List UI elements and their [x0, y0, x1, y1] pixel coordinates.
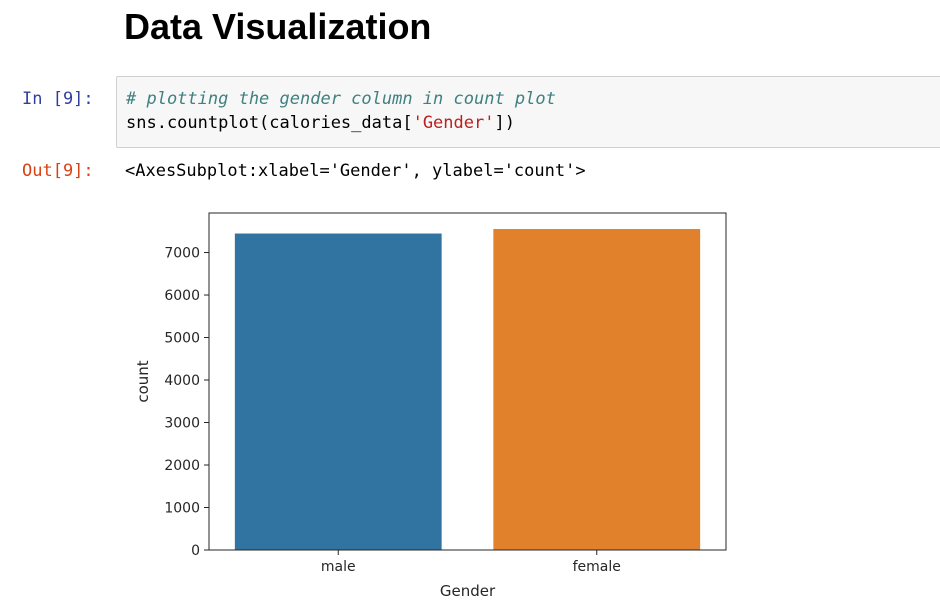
code-comment: # plotting the gender column in count pl…: [126, 89, 556, 109]
y-tick-label-1000: 1000: [164, 501, 200, 517]
output-prompt: Out[9]:: [22, 161, 94, 181]
x-axis-label: Gender: [440, 582, 496, 600]
y-tick-label-3000: 3000: [164, 416, 200, 432]
countplot-chart: male female 0 1000 2000 3000 4000 5000 6000 7000 G…: [134, 212, 727, 600]
y-tick-label-4000: 4000: [164, 373, 200, 389]
code-call-suffix: ]): [494, 113, 515, 133]
input-prompt: In [9]:: [22, 89, 94, 109]
code-cell-input[interactable]: # plotting the gender column in count pl…: [116, 76, 940, 148]
bar-male: [234, 233, 442, 550]
notebook-heading: Data Visualization: [124, 6, 432, 47]
y-tick-label-0: 0: [191, 543, 200, 559]
code-line-comment: # plotting the gender column in count pl…: [126, 87, 556, 111]
bar-female: [493, 229, 701, 551]
axes-frame: [208, 212, 727, 551]
y-tick-label-2000: 2000: [164, 458, 200, 474]
x-tick-label-male: male: [321, 559, 356, 575]
x-tick-label-female: female: [573, 559, 621, 575]
y-tick-label-5000: 5000: [164, 331, 200, 347]
code-line-call: sns.countplot(calories_data['Gender']): [126, 111, 515, 135]
y-axis-label: count: [134, 360, 152, 402]
code-string-literal: 'Gender': [412, 113, 495, 133]
y-tick-label-6000: 6000: [164, 288, 200, 304]
output-repr: <AxesSubplot:xlabel='Gender', ylabel='co…: [125, 161, 586, 181]
y-tick-label-7000: 7000: [164, 246, 200, 262]
code-call-prefix: sns.countplot(calories_data[: [126, 113, 413, 133]
